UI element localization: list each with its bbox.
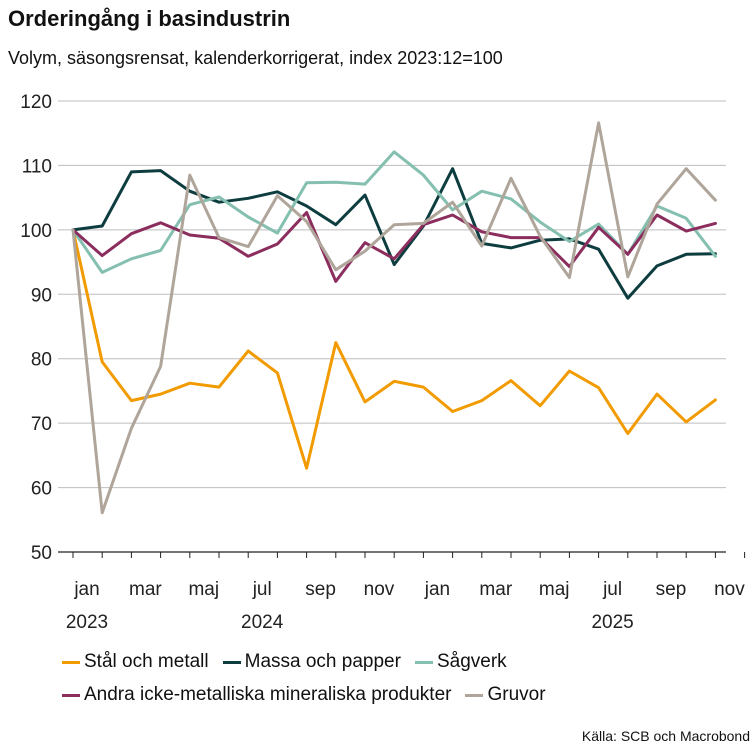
x-tick-label-11: nov <box>714 579 745 600</box>
legend-label-andra: Andra icke-metalliska mineraliska produk… <box>84 684 452 705</box>
x-tick-label-10: sep <box>656 579 687 600</box>
x-tick-label-7: mar <box>479 579 512 600</box>
legend-swatch-massa <box>222 660 241 664</box>
y-tick-label-110: 110 <box>22 156 52 177</box>
legend-item-gruvor: Gruvor <box>465 684 546 706</box>
legend-swatch-stal <box>62 660 80 664</box>
legend-item-massa: Massa och papper <box>222 651 401 673</box>
x-tick-label-0: jan <box>73 579 99 600</box>
legend-label-massa: Massa och papper <box>244 651 401 672</box>
x-tick-label-5: nov <box>364 579 395 600</box>
legend-row-1: Stål och metall Massa och papper Sågverk <box>62 651 507 673</box>
x-tick-label-8: maj <box>539 579 570 600</box>
x-tick-label-9: jul <box>602 579 622 600</box>
x-tick-label-2: maj <box>188 579 219 600</box>
x-tick-label-4: sep <box>305 579 336 600</box>
x-tick-label-3: jul <box>252 579 272 600</box>
series-line-0 <box>71 228 717 470</box>
source-note: Källa: SCB och Macrobond <box>581 728 750 744</box>
y-tick-label-80: 80 <box>31 350 52 371</box>
legend-item-stal: Stål och metall <box>62 651 209 673</box>
series-line-2 <box>71 150 717 274</box>
legend-item-andra: Andra icke-metalliska mineraliska produk… <box>62 684 451 706</box>
legend-swatch-sagverk <box>414 660 433 664</box>
y-tick-label-60: 60 <box>31 479 52 500</box>
y-tick-label-120: 120 <box>20 92 52 113</box>
y-tick-label-90: 90 <box>31 285 52 306</box>
x-year-label-2023: 2023 <box>66 612 108 633</box>
series-line-4 <box>71 121 717 515</box>
legend-label-stal: Stål och metall <box>84 651 209 672</box>
y-tick-label-50: 50 <box>31 543 52 564</box>
legend-label-sagverk: Sågverk <box>436 651 507 672</box>
legend-swatch-andra <box>62 693 80 697</box>
legend-swatch-gruvor <box>465 693 484 697</box>
x-year-label-2024: 2024 <box>241 612 284 633</box>
series-line-1 <box>71 167 717 300</box>
legend-item-sagverk: Sågverk <box>414 651 507 673</box>
y-tick-label-100: 100 <box>20 221 52 242</box>
chart-subtitle: Volym, säsongsrensat, kalenderkorrigerat… <box>8 48 503 68</box>
legend-label-gruvor: Gruvor <box>487 684 546 705</box>
chart-title: Orderingång i basindustrin <box>8 6 291 31</box>
line-chart: 50 60 70 80 90 100 110 120 jan mar maj jul sep nov jan… <box>20 92 745 633</box>
legend-row-2: Andra icke-metalliska mineraliska produk… <box>62 684 546 706</box>
x-tick-label-6: jan <box>424 579 450 600</box>
y-tick-label-70: 70 <box>31 414 52 435</box>
x-year-label-2025: 2025 <box>591 612 633 633</box>
x-tick-label-1: mar <box>129 579 162 600</box>
